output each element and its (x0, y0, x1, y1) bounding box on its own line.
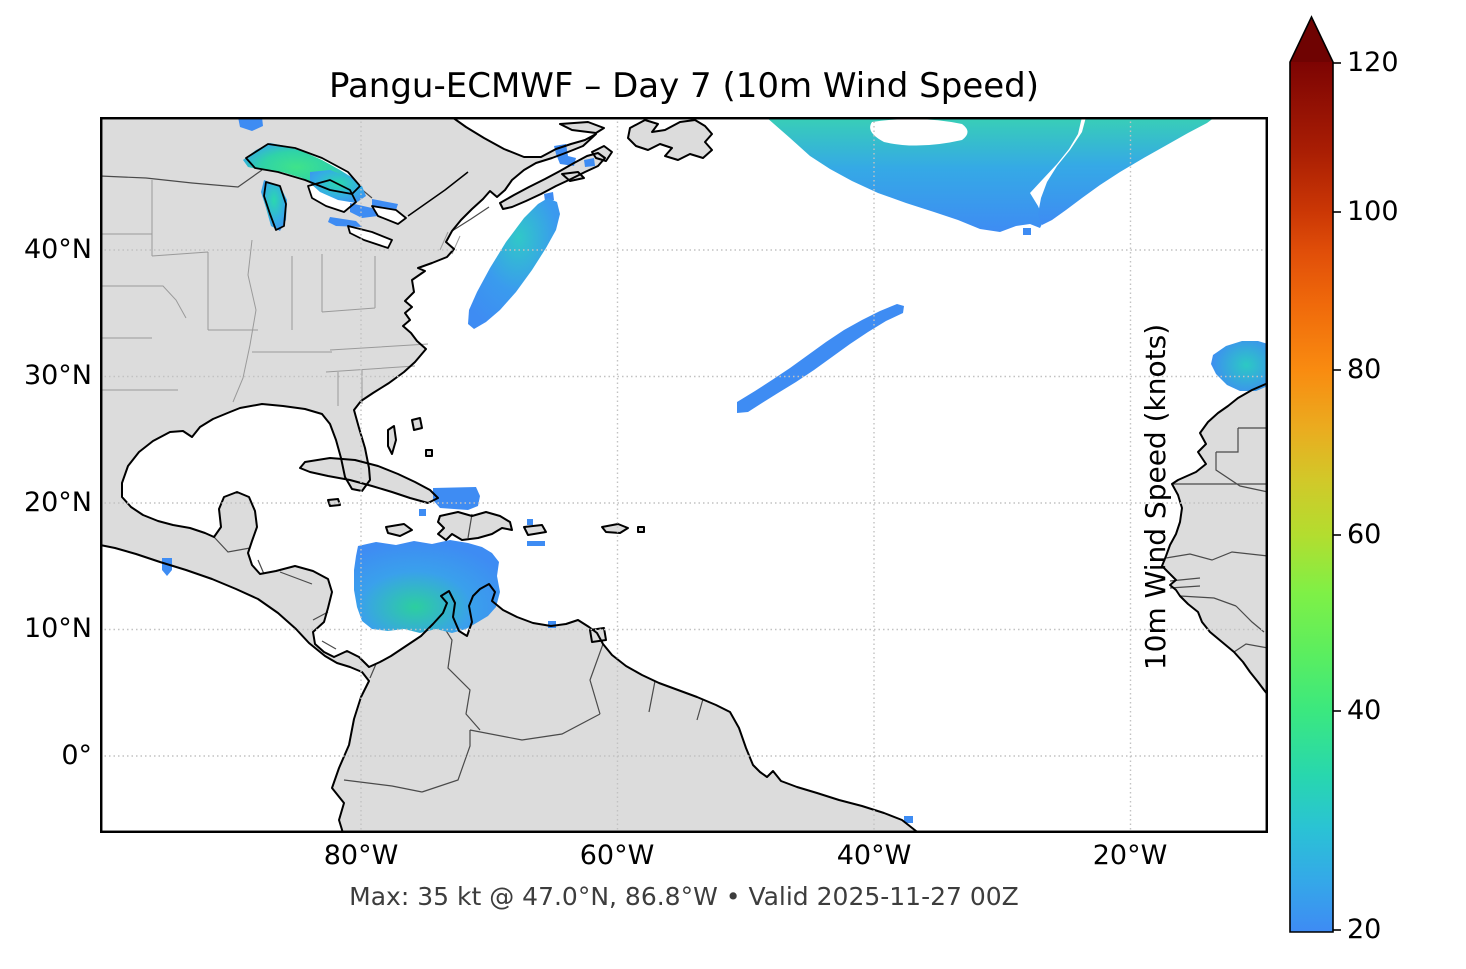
xtick-60w: 60°W (579, 840, 655, 871)
patch-lake-erie (328, 217, 362, 227)
lake-shorelines (245, 143, 469, 249)
ytick-40n: 40°N (23, 234, 92, 265)
patch-huron-south (350, 203, 378, 218)
colorbar (1289, 15, 1341, 933)
caption: Max: 35 kt @ 47.0°N, 86.8°W • Valid 2025… (349, 882, 1019, 911)
cbtick-20: 20 (1347, 914, 1382, 945)
ytick-20n: 20°N (23, 487, 92, 518)
graticule (100, 117, 1268, 833)
cbtick-60: 60 (1347, 519, 1382, 550)
colorbar-extend-arrow (1290, 17, 1333, 62)
ytick-0: 0° (61, 740, 92, 771)
state-borders (100, 180, 461, 406)
country-borders (100, 169, 1268, 793)
patch-natl-east-lobe (1038, 117, 1215, 225)
xtick-20w: 20°W (1092, 840, 1168, 871)
cbtick-80: 80 (1347, 354, 1382, 385)
colorbar-tickmarks (1333, 62, 1341, 931)
colorbar-gradient (1290, 62, 1333, 932)
cbtick-100: 100 (1347, 196, 1399, 227)
cbtick-120: 120 (1347, 47, 1399, 78)
colorbar-outline (1289, 15, 1334, 933)
patch-mid-atlantic-streak (737, 304, 904, 413)
patch-st-lawrence-specks (544, 144, 595, 201)
patch-natl-west-lobe (766, 117, 1082, 232)
patch-north-of-pr (433, 487, 480, 510)
patch-morocco (1211, 341, 1268, 391)
cbtick-40: 40 (1347, 695, 1382, 726)
wind-speed-patches (162, 117, 1268, 823)
xtick-40w: 40°W (836, 840, 912, 871)
patch-natl-speck (1023, 228, 1031, 235)
land (100, 117, 1268, 833)
ytick-30n: 30°N (23, 360, 92, 391)
st-lawrence-river (407, 171, 469, 217)
patch-lake-ontario (372, 199, 398, 210)
colorbar-axis-label: 10m Wind Speed (knots) (1139, 323, 1172, 671)
axes-frame (100, 117, 1268, 833)
patch-caribbean-jet (354, 540, 500, 633)
patch-gulf-stream (468, 198, 560, 329)
chart-title: Pangu-ECMWF – Day 7 (10m Wind Speed) (328, 66, 1040, 106)
map-plot (100, 117, 1268, 833)
xtick-80w: 80°W (323, 840, 399, 871)
patch-brazil-coast (904, 816, 913, 823)
patch-superior-top (238, 117, 263, 131)
ytick-10n: 10°N (23, 613, 92, 644)
patch-lake-michigan (261, 180, 287, 231)
